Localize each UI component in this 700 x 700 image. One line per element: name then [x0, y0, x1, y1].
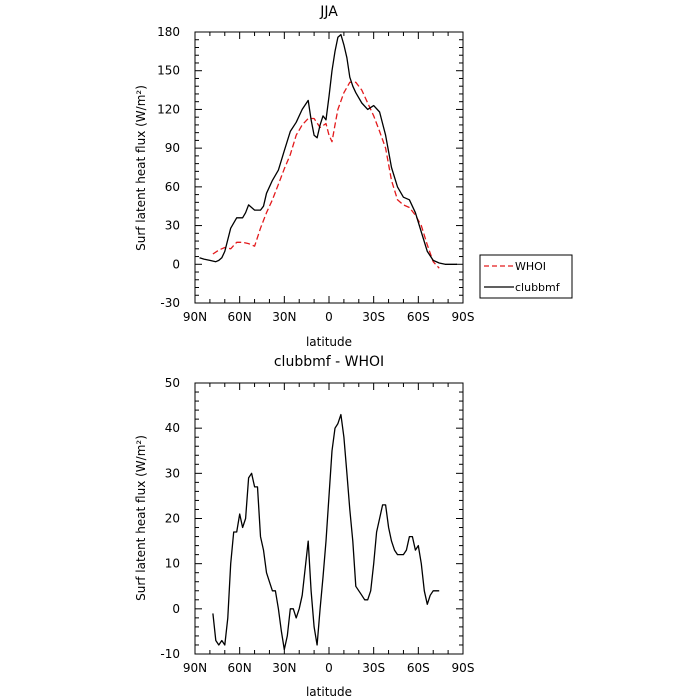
top-x-tick-label: 0 — [325, 310, 333, 324]
legend-box — [479, 254, 573, 299]
top-series — [199, 33, 457, 269]
top-x-tick-label: 30S — [362, 310, 385, 324]
bottom-x-axis-label: latitude — [306, 685, 352, 699]
bottom-series — [212, 413, 440, 651]
legend-label-whoi: WHOI — [515, 260, 546, 273]
top-plot-frame — [194, 31, 464, 304]
bottom-panel: clubbmf - WHOI 90N 60N 30N 0 30S 60S 90S -10 0 10… — [134, 354, 474, 699]
bottom-y-tick-label: 50 — [165, 376, 180, 390]
top-y-tick-label: 60 — [165, 180, 180, 194]
bottom-plot-frame — [194, 382, 464, 655]
top-y-tick-label: 0 — [172, 257, 180, 271]
bottom-series-line-diff — [212, 413, 440, 651]
top-y-tick-label: 180 — [157, 25, 180, 39]
top-x-tick-label: 60S — [407, 310, 430, 324]
top-x-tick-label: 90S — [452, 310, 475, 324]
top-y-tick-label: -30 — [160, 296, 180, 310]
bottom-x-tick-label: 60S — [407, 661, 430, 675]
top-series-line-whoi — [212, 81, 440, 269]
bottom-y-tick-label: 30 — [165, 466, 180, 480]
bottom-x-tick-label: 30S — [362, 661, 385, 675]
bottom-y-axis-label: Surf latent heat flux (W/m²) — [134, 435, 148, 601]
top-y-axis-label: Surf latent heat flux (W/m²) — [134, 85, 148, 251]
top-panel: JJA 90N 60N 30N 0 30S 60S 90S -30 0 30 60 90 120 150 1… — [134, 4, 573, 349]
bottom-y-tick-label: 0 — [172, 602, 180, 616]
bottom-y-tick-label: 40 — [165, 421, 180, 435]
top-y-tick-label: 30 — [165, 219, 180, 233]
bottom-y-tick-label: 10 — [165, 557, 180, 571]
top-series-line-clubbmf — [199, 33, 457, 265]
top-y-tick-label: 90 — [165, 141, 180, 155]
bottom-x-tick-label: 30N — [272, 661, 296, 675]
bottom-y-tick-label: -10 — [160, 647, 180, 661]
bottom-x-tick-label: 90N — [183, 661, 207, 675]
bottom-x-tick-label: 60N — [228, 661, 252, 675]
top-x-tick-label: 60N — [228, 310, 252, 324]
top-y-tick-label: 150 — [157, 64, 180, 78]
legend-label-clubbmf: clubbmf — [515, 281, 561, 294]
top-x-axis-label: latitude — [306, 335, 352, 349]
bottom-x-tick-label: 90S — [452, 661, 475, 675]
top-y-tick-label: 120 — [157, 102, 180, 116]
top-chart-title: JJA — [319, 4, 338, 20]
legend: WHOI clubbmf — [479, 254, 573, 299]
bottom-chart-title: clubbmf - WHOI — [274, 354, 384, 370]
top-x-tick-label: 90N — [183, 310, 207, 324]
bottom-ticks: 90N 60N 30N 0 30S 60S 90S -10 0 10 20 30 40 50 — [160, 376, 474, 675]
bottom-x-tick-label: 0 — [325, 661, 333, 675]
top-x-tick-label: 30N — [272, 310, 296, 324]
bottom-y-tick-label: 20 — [165, 512, 180, 526]
top-ticks: 90N 60N 30N 0 30S 60S 90S -30 0 30 60 90 120 150 180 — [157, 25, 474, 324]
